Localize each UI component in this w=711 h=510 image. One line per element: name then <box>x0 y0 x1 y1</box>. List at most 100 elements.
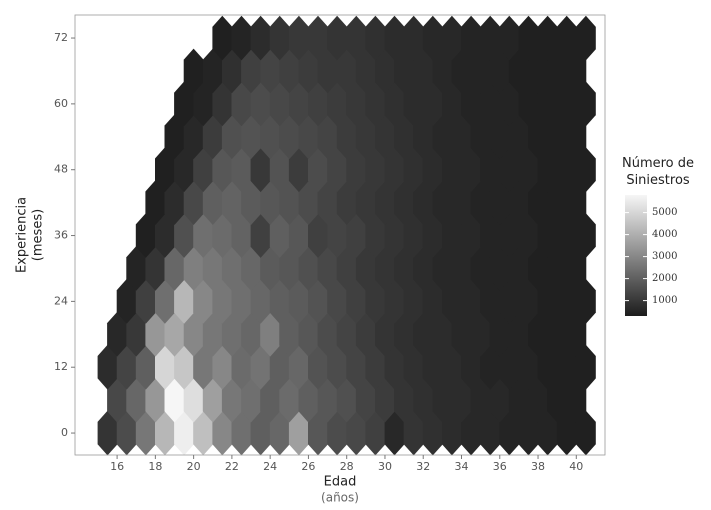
hexbin-cell <box>250 15 271 61</box>
hexbin-cell <box>164 114 185 160</box>
hexbin-cell <box>547 377 568 423</box>
hexbin-cell <box>403 279 424 324</box>
hexbin-cell <box>384 344 405 390</box>
hexbin-cell <box>288 147 309 193</box>
hexbin-cell <box>241 180 261 225</box>
hexbin-cell <box>288 410 309 456</box>
hexbin-cell <box>202 312 223 357</box>
x-tick-label: 36 <box>493 460 507 473</box>
hexbin-cell <box>308 213 328 258</box>
hexbin-cell <box>489 114 510 160</box>
hexbin-cell <box>183 180 204 225</box>
hexbin-cell <box>202 246 223 291</box>
hexbin-cell <box>566 246 587 291</box>
y-tick-label: 24 <box>54 294 68 307</box>
hexbin-cell <box>269 15 290 61</box>
hexbin-cell <box>461 279 481 324</box>
hexbin-cell <box>288 213 309 258</box>
hexbin-cell <box>327 279 348 324</box>
hexbin-cell <box>260 48 281 94</box>
hexbin-cell <box>174 147 194 193</box>
x-tick-label: 32 <box>416 460 430 473</box>
hexbin-cell <box>365 15 386 61</box>
hexbin-cell <box>269 213 290 258</box>
hexbin-cell <box>489 48 510 94</box>
hexbin-cell <box>212 81 233 127</box>
hexbin-cell <box>327 15 348 61</box>
hexbin-cell <box>355 246 376 291</box>
hexbin-cell <box>556 213 577 258</box>
hexbin-cell <box>116 279 137 324</box>
x-tick-label: 26 <box>301 460 315 473</box>
x-tick-label: 24 <box>263 460 277 473</box>
hexbin-cell <box>250 344 271 390</box>
hexbin-cell <box>556 15 577 61</box>
hexbin-cell <box>241 246 261 291</box>
hexbin-cell <box>518 147 539 193</box>
hexbin-cell <box>212 344 233 390</box>
hexbin-cell <box>298 312 319 357</box>
hexbin-cell <box>336 180 357 225</box>
hexbin-cell <box>451 48 472 94</box>
hexbin-cell <box>528 312 548 357</box>
hexbin-cell <box>317 377 338 423</box>
hexbin-cell <box>461 213 481 258</box>
hexbin-cell <box>298 48 319 94</box>
hexbin-cell <box>422 81 443 127</box>
hexbin-cell <box>279 114 300 160</box>
hexbin-cell <box>116 410 137 456</box>
hexbin-cell <box>461 147 481 193</box>
hexbin-cell <box>432 48 453 94</box>
hexbin-cell <box>346 15 367 61</box>
hexbin-cell <box>145 246 166 291</box>
plot-frame <box>74 14 606 456</box>
hexbin-cell <box>413 312 434 357</box>
hexbin-cell <box>480 15 501 61</box>
hexbin-cell <box>384 279 405 324</box>
hexbin-cell <box>365 147 386 193</box>
hexbin-cell <box>107 377 128 423</box>
hexbin-cell <box>231 81 252 127</box>
hexbin-cell <box>221 48 242 94</box>
hexbin-cell <box>174 81 194 127</box>
hexbin-cell <box>537 410 558 456</box>
x-tick-label: 38 <box>531 460 545 473</box>
hexbin-cell <box>355 377 376 423</box>
hexbin-cell <box>518 81 539 127</box>
hexbin-cell <box>355 312 376 357</box>
hexbin-cell <box>442 344 462 390</box>
hexbin-cell <box>308 279 328 324</box>
hexbin-cell <box>193 410 214 456</box>
hexbin-cell <box>346 344 367 390</box>
hexbin-cell <box>355 48 376 94</box>
hexbin-cell <box>394 312 415 357</box>
hexbin-cell <box>422 15 443 61</box>
hexbin-cell <box>547 114 568 160</box>
hexbin-cell <box>250 410 271 456</box>
hexbin-cell <box>442 147 462 193</box>
hexbin-cell <box>202 377 223 423</box>
hexbin-cell <box>566 48 587 94</box>
hexbin-cell <box>499 15 520 61</box>
hexbin-cell <box>556 81 577 127</box>
hexbin-cell <box>317 312 338 357</box>
hexbin-cell <box>241 48 261 94</box>
hexbin-cell <box>470 114 491 160</box>
y-axis-label: Experiencia <box>15 197 30 273</box>
hexbin-cell <box>260 114 281 160</box>
hexbin-cell <box>346 279 367 324</box>
hexbin-cell <box>231 213 252 258</box>
hexbin-cell <box>317 48 338 94</box>
hexbin-cell <box>451 246 472 291</box>
hexbin-cell <box>97 344 118 390</box>
hexbin-cell <box>499 81 520 127</box>
hexbin-cell <box>508 312 529 357</box>
hexbin-cell <box>327 213 348 258</box>
hexbin-cell <box>241 377 261 423</box>
y-tick-label: 0 <box>61 426 68 439</box>
hexbin-cell <box>336 312 357 357</box>
hexbin-cell <box>279 246 300 291</box>
hexbin-cell <box>470 48 491 94</box>
hexbin-cell <box>365 344 386 390</box>
